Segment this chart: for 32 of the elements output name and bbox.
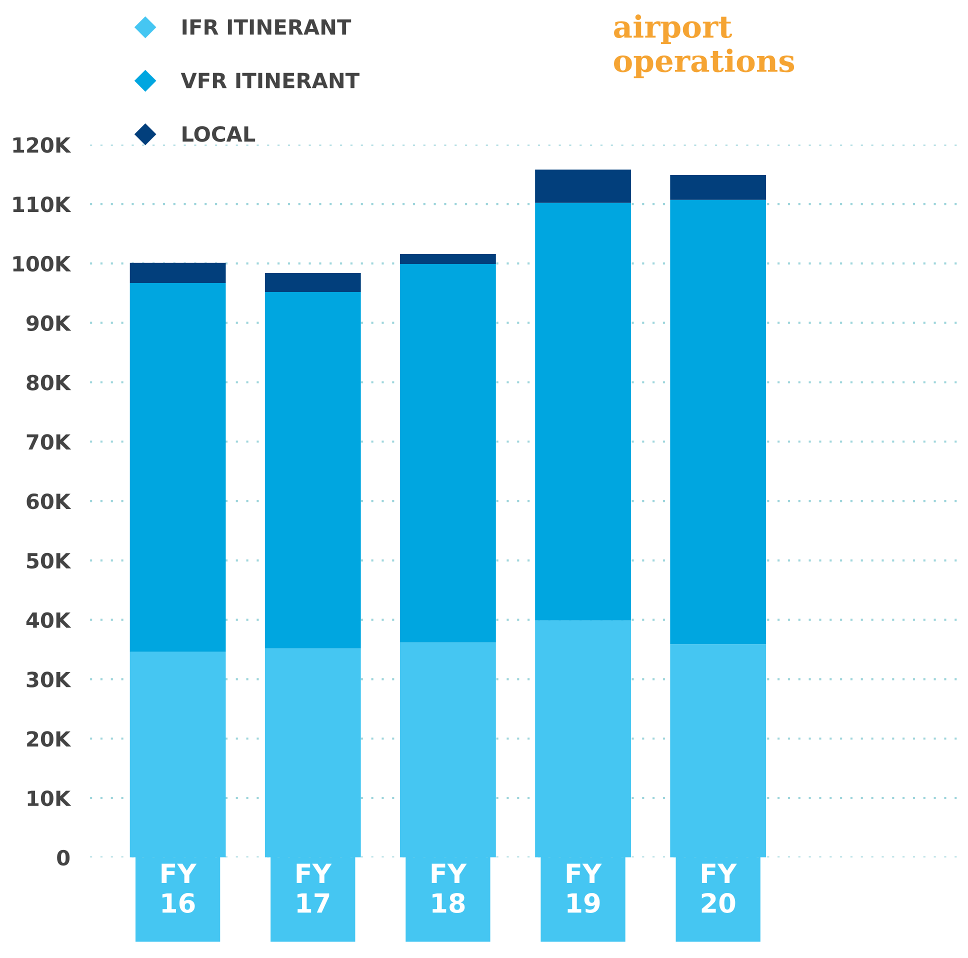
y-tick-label: 10K: [28, 790, 72, 806]
legend-label: IFR ITINERANT: [182, 19, 352, 35]
bar: [264, 272, 361, 292]
x-tick-label: FY 17: [296, 864, 332, 913]
bar: [400, 264, 496, 642]
bar: [400, 254, 496, 264]
y-tick-label: 90K: [26, 315, 72, 332]
y-tick-label: 40K: [26, 612, 72, 628]
y-tick-label: 80K: [26, 374, 72, 390]
x-tick-label: FY 19: [566, 864, 602, 913]
bar: [264, 292, 361, 648]
bar: [670, 200, 766, 644]
y-tick-label: 0: [57, 850, 70, 866]
y-tick-label: 110K: [13, 196, 72, 212]
bar: [535, 170, 631, 203]
x-tick-label: FY 20: [702, 864, 737, 913]
y-tick-label: 20K: [27, 731, 72, 747]
x-tick-label: FY 16: [162, 864, 197, 913]
bar: [130, 262, 226, 284]
legend-label: LOCAL: [182, 126, 256, 142]
y-tick-label: 60K: [26, 493, 72, 510]
legend-label: VFR ITINERANT: [180, 72, 360, 88]
chart-title: airport operations: [614, 14, 794, 78]
x-tick-label: FY 18: [432, 864, 467, 913]
y-tick-label: 70K: [26, 434, 72, 450]
y-tick-label: 120K: [13, 137, 72, 153]
y-tick-label: 30K: [26, 672, 72, 688]
bar: [670, 174, 766, 200]
bar: [535, 202, 631, 620]
bar: [130, 283, 226, 652]
y-tick-label: 50K: [27, 552, 72, 569]
y-tick-label: 100K: [13, 256, 72, 272]
